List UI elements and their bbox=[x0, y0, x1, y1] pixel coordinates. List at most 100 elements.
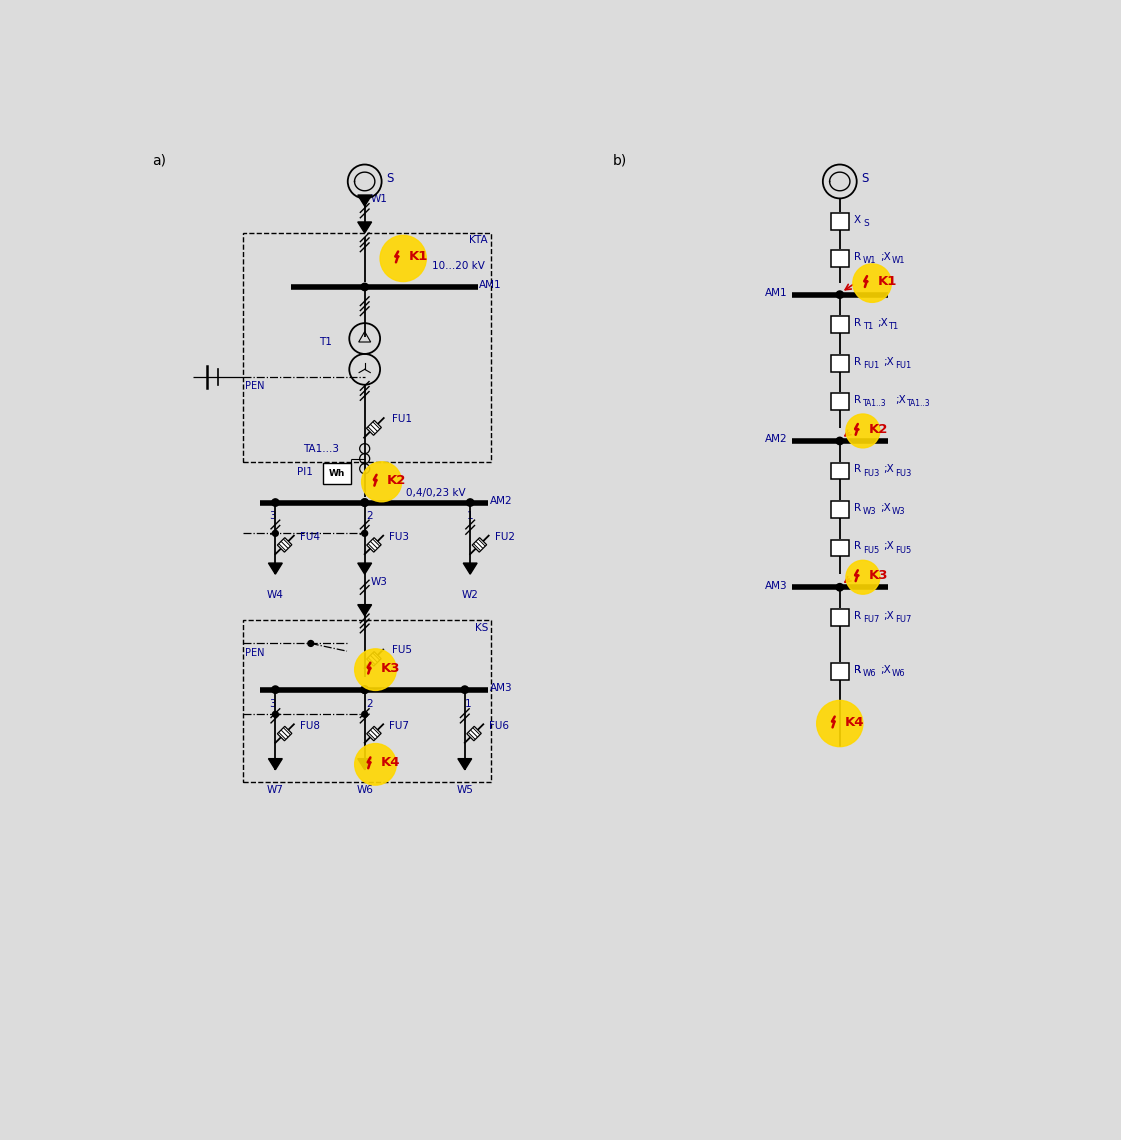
Circle shape bbox=[272, 530, 278, 536]
Text: FU6: FU6 bbox=[490, 720, 509, 731]
Text: TA1..3: TA1..3 bbox=[863, 399, 887, 408]
Circle shape bbox=[362, 711, 368, 717]
Text: FU2: FU2 bbox=[494, 532, 515, 543]
Text: R: R bbox=[853, 665, 861, 675]
Text: FU5: FU5 bbox=[863, 546, 879, 555]
Circle shape bbox=[461, 686, 469, 693]
Circle shape bbox=[271, 499, 279, 506]
Text: 1: 1 bbox=[464, 699, 471, 709]
Circle shape bbox=[817, 700, 863, 747]
Text: ;X: ;X bbox=[883, 611, 895, 621]
Text: W1: W1 bbox=[891, 256, 905, 266]
Text: ;X: ;X bbox=[883, 357, 895, 367]
Text: R: R bbox=[853, 318, 861, 328]
Text: 10...20 kV: 10...20 kV bbox=[432, 261, 484, 271]
Polygon shape bbox=[277, 726, 291, 741]
Text: ;X: ;X bbox=[877, 318, 888, 328]
Circle shape bbox=[362, 462, 401, 502]
Text: T1: T1 bbox=[863, 323, 873, 332]
Bar bbox=[243, 233, 491, 462]
Text: FU8: FU8 bbox=[300, 720, 319, 731]
Circle shape bbox=[836, 438, 843, 445]
Bar bbox=[831, 662, 849, 679]
Text: FU3: FU3 bbox=[389, 532, 409, 543]
Bar bbox=[243, 620, 491, 782]
Text: W6: W6 bbox=[863, 669, 877, 678]
Text: FU1: FU1 bbox=[392, 414, 413, 424]
Polygon shape bbox=[457, 758, 472, 770]
Circle shape bbox=[466, 499, 474, 506]
Bar bbox=[831, 500, 849, 518]
Text: 3: 3 bbox=[269, 699, 276, 709]
Circle shape bbox=[354, 649, 396, 691]
Text: PEN: PEN bbox=[244, 381, 265, 391]
Text: W4: W4 bbox=[267, 589, 284, 600]
Circle shape bbox=[380, 235, 426, 282]
Text: W1: W1 bbox=[371, 194, 388, 204]
Text: AM1: AM1 bbox=[480, 280, 502, 291]
Text: FU1: FU1 bbox=[863, 361, 879, 370]
Text: W1: W1 bbox=[863, 256, 877, 266]
Bar bbox=[831, 463, 849, 480]
Text: W5: W5 bbox=[456, 785, 473, 795]
Text: b): b) bbox=[613, 154, 627, 168]
Text: FU5: FU5 bbox=[391, 645, 411, 655]
Text: FU7: FU7 bbox=[863, 616, 879, 624]
Polygon shape bbox=[358, 195, 372, 206]
Bar bbox=[831, 539, 849, 556]
Circle shape bbox=[836, 291, 843, 299]
Text: R: R bbox=[853, 396, 861, 405]
Text: R: R bbox=[853, 464, 861, 474]
Polygon shape bbox=[466, 726, 481, 741]
Circle shape bbox=[271, 686, 279, 693]
Text: 0,4/0,23 kV: 0,4/0,23 kV bbox=[406, 488, 466, 498]
Text: FU7: FU7 bbox=[389, 720, 409, 731]
Polygon shape bbox=[358, 222, 372, 233]
Polygon shape bbox=[367, 652, 381, 666]
Text: 3: 3 bbox=[269, 511, 276, 521]
Text: 2: 2 bbox=[365, 511, 372, 521]
Text: 1: 1 bbox=[466, 511, 473, 521]
Text: TA1...3: TA1...3 bbox=[303, 445, 339, 455]
Text: Wh: Wh bbox=[328, 469, 345, 478]
Bar bbox=[831, 213, 849, 230]
Circle shape bbox=[361, 499, 369, 506]
Text: W2: W2 bbox=[462, 589, 479, 600]
Bar bbox=[831, 250, 849, 267]
Text: ;X: ;X bbox=[880, 252, 890, 262]
Text: 2: 2 bbox=[365, 699, 372, 709]
Text: K1: K1 bbox=[408, 251, 428, 263]
Text: K4: K4 bbox=[845, 716, 864, 728]
Bar bbox=[831, 316, 849, 333]
Text: R: R bbox=[853, 542, 861, 552]
Text: R: R bbox=[853, 503, 861, 513]
Text: FU1: FU1 bbox=[896, 361, 911, 370]
Polygon shape bbox=[463, 563, 478, 575]
Text: K2: K2 bbox=[869, 423, 888, 435]
Text: W7: W7 bbox=[267, 785, 284, 795]
Circle shape bbox=[362, 530, 368, 536]
Text: K2: K2 bbox=[387, 474, 407, 487]
Text: KS: KS bbox=[474, 622, 488, 633]
Polygon shape bbox=[358, 604, 372, 616]
Text: R: R bbox=[853, 357, 861, 367]
Text: AM1: AM1 bbox=[765, 288, 787, 299]
Text: W3: W3 bbox=[371, 577, 388, 587]
Circle shape bbox=[853, 263, 891, 302]
Text: T1: T1 bbox=[319, 336, 332, 347]
Text: R: R bbox=[853, 611, 861, 621]
Text: AM3: AM3 bbox=[765, 580, 787, 591]
Polygon shape bbox=[358, 563, 372, 575]
Text: FU3: FU3 bbox=[863, 469, 879, 478]
Text: ;X: ;X bbox=[883, 464, 895, 474]
Polygon shape bbox=[472, 538, 487, 552]
Polygon shape bbox=[268, 758, 282, 770]
Text: S: S bbox=[861, 172, 869, 185]
Circle shape bbox=[308, 641, 314, 646]
Circle shape bbox=[361, 686, 369, 693]
Text: TA1..3: TA1..3 bbox=[907, 399, 930, 408]
Text: W3: W3 bbox=[863, 507, 877, 516]
Text: K4: K4 bbox=[381, 756, 400, 770]
Text: ;X: ;X bbox=[881, 665, 891, 675]
Text: AM2: AM2 bbox=[490, 496, 512, 506]
